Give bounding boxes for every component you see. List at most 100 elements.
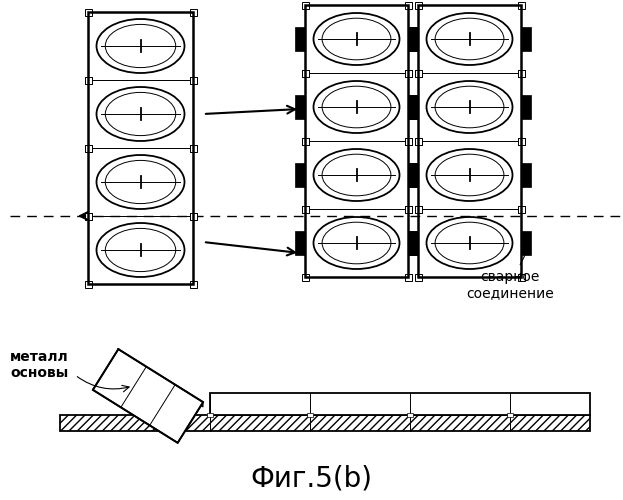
Bar [189,76,196,84]
Bar [302,138,308,144]
Bar [305,5,408,73]
Bar [305,141,408,209]
Bar [408,163,418,187]
Bar [305,209,408,277]
Bar [302,274,308,280]
Bar [408,27,418,51]
Bar [408,95,418,119]
Bar [85,144,92,152]
Bar [305,73,408,141]
Bar [88,148,193,216]
Bar [85,76,92,84]
Ellipse shape [313,81,399,133]
Bar [302,2,308,8]
Bar [302,70,308,76]
Bar [518,138,525,144]
Bar [408,231,418,255]
Bar [414,206,422,212]
Bar [414,138,422,144]
Bar [418,5,521,73]
Bar [305,5,408,277]
Bar [408,163,418,187]
Bar [85,212,92,220]
Bar [407,413,413,417]
Bar [507,413,513,417]
Bar [418,141,521,209]
Bar [404,138,412,144]
Bar [408,163,418,187]
Bar [404,70,412,76]
Bar [189,280,196,287]
Ellipse shape [427,149,513,201]
Ellipse shape [427,81,513,133]
Bar [302,206,308,212]
Bar [307,413,313,417]
Ellipse shape [313,217,399,269]
Bar [189,144,196,152]
Bar [518,206,525,212]
Bar [88,12,193,284]
Bar [295,95,305,119]
Ellipse shape [313,149,399,201]
Bar [295,163,305,187]
Bar [408,27,418,51]
Bar [189,212,196,220]
Bar [302,206,308,212]
Text: сварное
соединение: сварное соединение [466,246,554,300]
Bar [189,212,196,220]
Bar [88,80,193,148]
Bar [518,2,525,8]
Bar [418,209,521,277]
Bar [88,12,193,80]
Bar [414,138,422,144]
Ellipse shape [427,217,513,269]
Bar [521,163,531,187]
Bar [418,5,521,277]
Bar [210,393,590,415]
Bar [518,274,525,280]
Bar [85,144,92,152]
Bar [85,280,92,287]
Bar [414,206,422,212]
Bar [85,212,92,220]
Bar [404,138,412,144]
Bar [404,274,412,280]
Bar [189,8,196,16]
Bar [295,27,305,51]
Bar [302,70,308,76]
Bar [414,70,422,76]
Polygon shape [93,349,203,443]
Ellipse shape [97,19,184,73]
Ellipse shape [313,13,399,65]
Ellipse shape [97,155,184,209]
Bar [295,231,305,255]
Bar [60,415,590,431]
Bar [414,70,422,76]
Ellipse shape [97,223,184,277]
Bar [408,231,418,255]
Bar [189,144,196,152]
Bar [408,231,418,255]
Bar [189,76,196,84]
Bar [518,70,525,76]
Bar [404,2,412,8]
Polygon shape [118,349,203,407]
Bar [85,76,92,84]
Bar [518,138,525,144]
Bar [404,70,412,76]
FancyArrowPatch shape [77,376,129,392]
Ellipse shape [97,87,184,141]
Bar [521,95,531,119]
Bar [408,95,418,119]
Bar [518,70,525,76]
Text: металл
основы: металл основы [10,350,69,380]
Bar [404,206,412,212]
Bar [88,216,193,284]
Bar [302,138,308,144]
Bar [521,231,531,255]
Bar [521,27,531,51]
Bar [414,2,422,8]
Bar [408,27,418,51]
Bar [414,274,422,280]
Bar [418,73,521,141]
